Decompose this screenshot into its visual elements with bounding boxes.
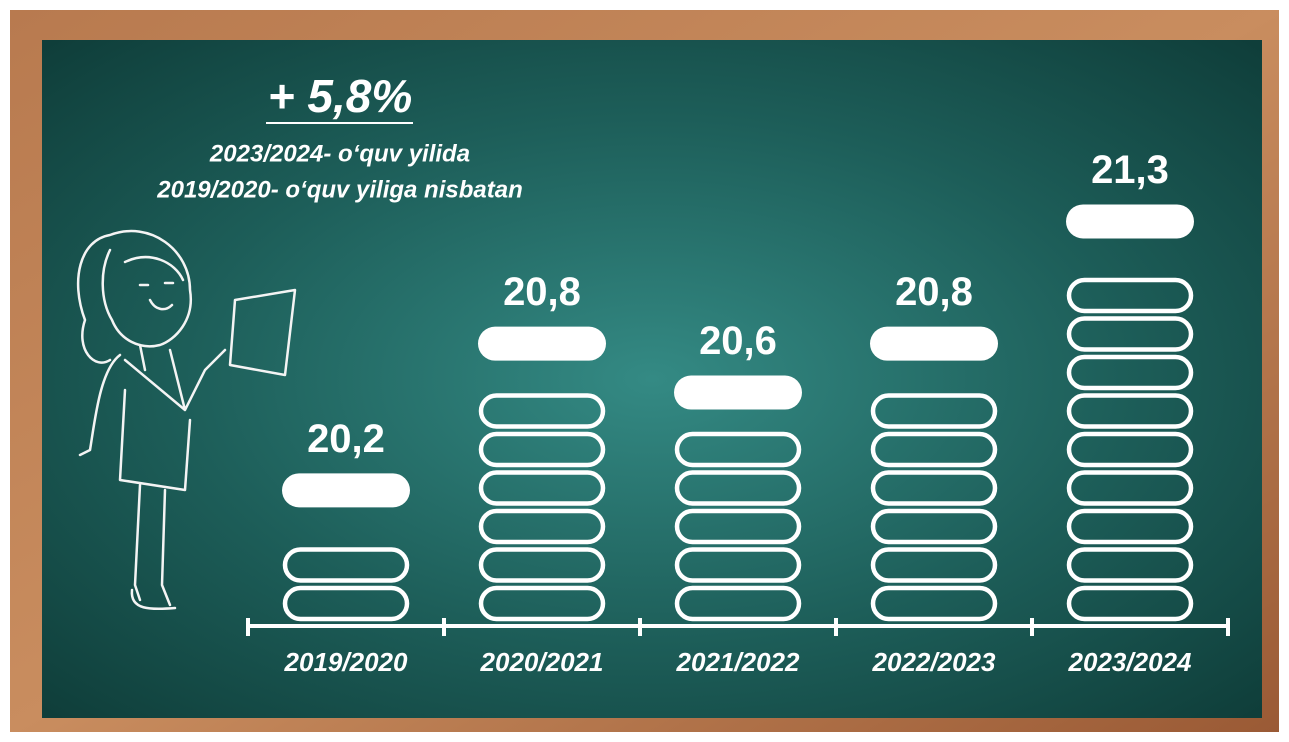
bar-ring bbox=[1066, 393, 1194, 429]
bar-ring bbox=[1066, 431, 1194, 468]
bar-ring bbox=[674, 470, 802, 506]
x-tick-label: 2023/2024 bbox=[1068, 647, 1192, 677]
bar-ring bbox=[478, 547, 606, 583]
value-label: 20,8 bbox=[503, 270, 581, 314]
bar-ring bbox=[478, 585, 606, 622]
bar-ring bbox=[870, 393, 998, 429]
value-label: 20,2 bbox=[307, 417, 385, 461]
bar-ring bbox=[674, 431, 802, 468]
bar-ring bbox=[1066, 508, 1194, 545]
bar-ring bbox=[870, 431, 998, 468]
bar-cap bbox=[1066, 204, 1194, 239]
value-label: 21,3 bbox=[1091, 148, 1169, 192]
board bbox=[42, 40, 1262, 718]
bar-ring bbox=[1066, 547, 1194, 583]
bar-ring bbox=[870, 508, 998, 545]
value-label: 20,8 bbox=[895, 270, 973, 314]
bar-ring bbox=[1066, 470, 1194, 506]
bar-ring bbox=[282, 585, 410, 622]
headline: + 5,8% bbox=[268, 70, 413, 122]
teacher-illustration bbox=[76, 229, 297, 611]
bar-ring bbox=[1066, 316, 1194, 352]
bar-ring bbox=[674, 585, 802, 622]
x-tick-label: 2021/2022 bbox=[676, 647, 800, 677]
bar-ring bbox=[870, 585, 998, 622]
bar-ring bbox=[1066, 354, 1194, 391]
subtitle: 2023/2024- o‘quv yilida bbox=[209, 140, 470, 167]
subtitle: 2019/2020- o‘quv yiliga nisbatan bbox=[156, 176, 522, 203]
x-tick-label: 2020/2021 bbox=[480, 647, 604, 677]
bar-ring bbox=[870, 470, 998, 506]
bar bbox=[1066, 204, 1194, 620]
bar-ring bbox=[674, 508, 802, 545]
x-tick-label: 2022/2023 bbox=[872, 647, 996, 677]
bar-ring bbox=[478, 508, 606, 545]
bar-ring bbox=[1066, 277, 1194, 314]
bar-ring bbox=[478, 431, 606, 468]
bar-ring bbox=[674, 547, 802, 583]
bar-ring bbox=[282, 547, 410, 583]
bar-cap bbox=[282, 473, 410, 508]
bar-cap bbox=[870, 326, 998, 361]
bar-ring bbox=[870, 547, 998, 583]
bar-cap bbox=[674, 375, 802, 410]
bar-ring bbox=[478, 393, 606, 429]
value-label: 20,6 bbox=[699, 319, 777, 363]
bar-ring bbox=[1066, 585, 1194, 622]
bar bbox=[674, 376, 802, 620]
bar-ring bbox=[478, 470, 606, 506]
x-tick-label: 2019/2020 bbox=[284, 647, 408, 677]
bar-cap bbox=[478, 326, 606, 361]
